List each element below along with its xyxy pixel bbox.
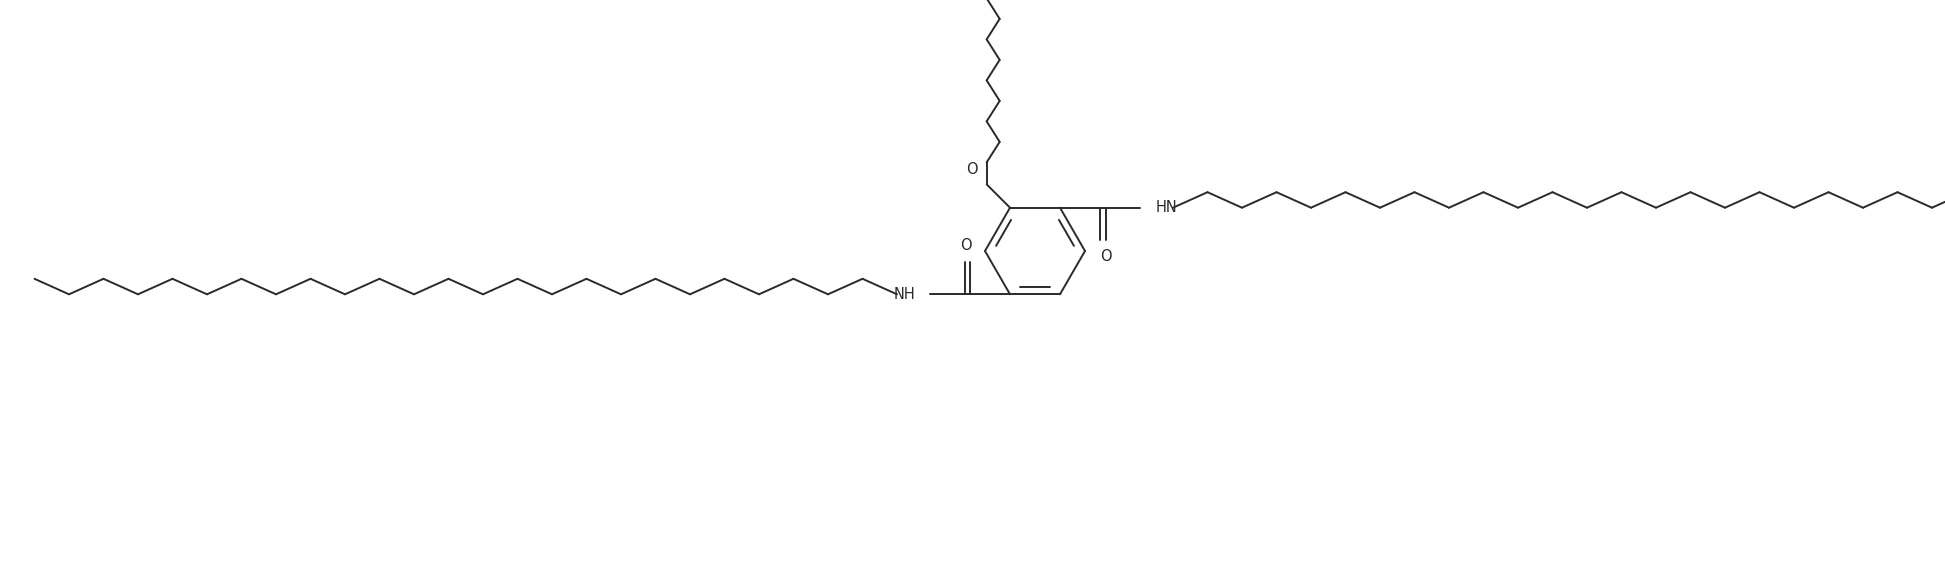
Text: O: O — [961, 238, 972, 254]
Text: HN: HN — [1155, 200, 1177, 215]
Text: NH: NH — [893, 287, 914, 302]
Text: O: O — [1099, 248, 1111, 264]
Text: O: O — [967, 162, 978, 177]
